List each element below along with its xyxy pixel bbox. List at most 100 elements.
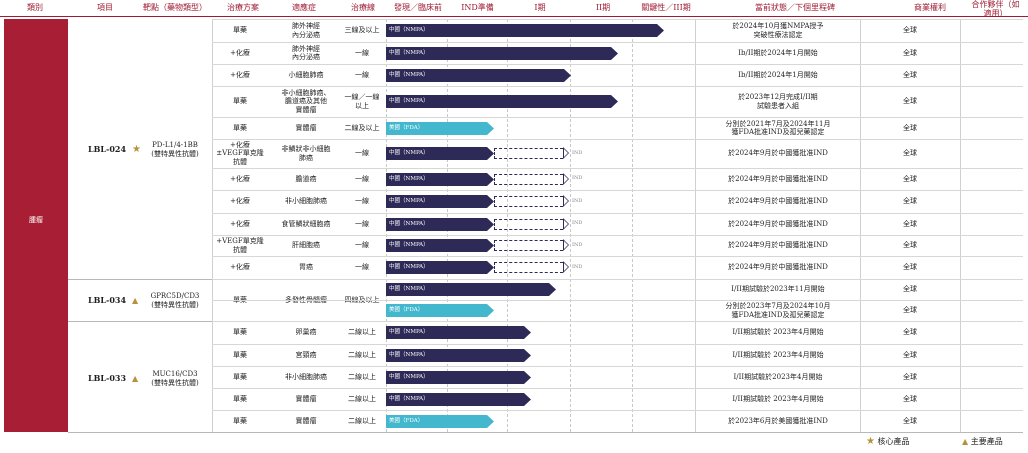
status-cell: 於2024年9月於中國獲批准IND xyxy=(728,197,828,206)
header-status: 當前狀態／下個里程碑 xyxy=(755,3,835,12)
planned-trial-dashed-bar xyxy=(494,196,563,207)
row-divider xyxy=(212,235,1023,236)
planned-trial-arrow-icon xyxy=(563,147,569,159)
row-divider xyxy=(212,117,1023,118)
indication-cell: 非小細胞肺癌、 膽道癌及其他 實體瘤 xyxy=(281,88,331,114)
line-cell: 一線 xyxy=(355,197,369,206)
target-name: MUC16/CD3 xyxy=(152,370,198,378)
planned-marker: IND xyxy=(572,175,583,181)
indication-cell: 非小細胞肺癌 xyxy=(285,372,327,381)
china-nmpa-progress-bar: 中國（NMPA） xyxy=(386,283,556,296)
planned-marker: IND xyxy=(572,220,583,226)
target-name: PD-L1/4-1BB xyxy=(152,141,198,149)
row-divider xyxy=(212,86,1023,87)
indication-cell: 肺外神經 內分泌癌 xyxy=(292,22,320,39)
china-nmpa-progress-bar: 中國（NMPA） xyxy=(386,47,618,60)
planned-trial-dashed-bar xyxy=(494,148,563,159)
status-cell: 於2023年12月完成I/II期 試驗患者入組 xyxy=(738,93,818,110)
indication-cell: 小細胞肺癌 xyxy=(288,70,324,79)
china-nmpa-progress-bar: 中國（NMPA） xyxy=(386,326,531,339)
planned-trial-dashed-bar xyxy=(494,240,563,251)
regimen-cell: 單藥 xyxy=(233,328,247,337)
rights-cell: 全球 xyxy=(903,241,917,250)
china-nmpa-progress-bar: 中國（NMPA） xyxy=(386,95,618,108)
rights-cell: 全球 xyxy=(903,174,917,183)
core-product-star-icon: ★ xyxy=(866,436,875,447)
china-nmpa-progress-bar: 中國（NMPA） xyxy=(386,69,571,82)
us-fda-progress-bar: 美國（FDA） xyxy=(386,304,494,317)
target-type: (雙特異性抗體) xyxy=(151,378,199,387)
status-cell: I/II期試驗於 2023年4月開始 xyxy=(732,394,824,403)
regimen-cell: 單藥 xyxy=(233,394,247,403)
line-cell: 一線 xyxy=(355,48,369,57)
rights-cell: 全球 xyxy=(903,48,917,57)
indication-cell: 實體瘤 xyxy=(295,416,317,425)
regimen-cell: +化療 ±VEGF單克隆 抗體 xyxy=(216,140,264,166)
regimen-cell: 單藥 xyxy=(233,97,247,106)
row-divider xyxy=(212,190,1023,191)
regimen-cell: +化療 xyxy=(230,263,250,272)
status-cell: Ib/II期於2024年1月開始 xyxy=(738,70,818,79)
regimen-cell: +化療 xyxy=(230,70,250,79)
header-rights: 商業權利 xyxy=(914,3,946,12)
legend-key-label: 主要產品 xyxy=(970,437,1003,446)
header-line: 治療線 xyxy=(351,3,375,12)
stage-divider xyxy=(632,19,633,432)
status-cell: 分別於2021年7月及2024年11月 獲FDA批准IND及孤兒藥認定 xyxy=(725,119,831,137)
line-cell: 一線 xyxy=(355,241,369,250)
project-lbl-033[interactable]: LBL-033 ▲ xyxy=(88,371,138,385)
key-product-triangle-icon: ▲ xyxy=(962,437,969,446)
planned-trial-dashed-bar xyxy=(494,219,563,230)
legend-key: ▲ 主要產品 xyxy=(962,436,1003,447)
table-header: 類別 項目 靶點（藥物類型） 治療方案 適應症 治療線 發現／臨床前 IND準備… xyxy=(0,0,1028,18)
indication-cell: 實體瘤 xyxy=(295,394,317,403)
line-cell: 一線 xyxy=(355,219,369,228)
planned-marker: IND xyxy=(572,198,583,204)
indication-cell: 卵巢癌 xyxy=(295,328,317,337)
line-cell: 二線以上 xyxy=(348,416,376,425)
regimen-cell: 單藥 xyxy=(233,350,247,359)
col-divider xyxy=(860,19,861,432)
regimen-cell: +化療 xyxy=(230,174,250,183)
header-discovery: 發現／臨床前 xyxy=(394,3,442,12)
core-product-star-icon: ★ xyxy=(132,143,141,155)
us-fda-progress-bar: 美國（FDA） xyxy=(386,122,494,135)
row-divider xyxy=(212,321,1023,322)
line-cell: 二線以上 xyxy=(348,372,376,381)
row-divider xyxy=(212,168,1023,169)
planned-trial-arrow-icon xyxy=(563,261,569,273)
planned-marker: IND xyxy=(572,150,583,156)
status-cell: 於2024年9月於中國獲批准IND xyxy=(728,241,828,250)
row-divider xyxy=(212,388,1023,389)
china-nmpa-progress-bar: 中國（NMPA） xyxy=(386,218,494,231)
regimen-cell: 單藥 xyxy=(233,26,247,35)
header-partner: 合作夥伴（如適用） xyxy=(971,0,1020,18)
stage-divider xyxy=(507,19,508,432)
row-divider xyxy=(212,42,1023,43)
header-indication: 適應症 xyxy=(292,3,316,12)
line-cell: 一線 xyxy=(355,149,369,158)
project-lbl-024[interactable]: LBL-024 ★ xyxy=(88,142,141,156)
rights-cell: 全球 xyxy=(903,285,917,294)
line-cell: 二線以上 xyxy=(348,350,376,359)
line-cell: 一線 xyxy=(355,263,369,272)
key-product-triangle-icon: ▲ xyxy=(132,295,139,305)
line-cell: 二線以上 xyxy=(348,394,376,403)
china-nmpa-progress-bar: 中國（NMPA） xyxy=(386,24,664,37)
key-product-triangle-icon: ▲ xyxy=(132,373,139,383)
indication-cell: 膽道癌 xyxy=(295,174,317,183)
rights-cell: 全球 xyxy=(903,263,917,272)
header-project: 項目 xyxy=(97,3,113,12)
rights-cell: 全球 xyxy=(903,70,917,79)
status-cell: 於2024年9月於中國獲批准IND xyxy=(728,219,828,228)
indication-cell: 肺外神經 內分泌癌 xyxy=(292,44,320,62)
project-lbl-034[interactable]: LBL-034 ▲ xyxy=(88,293,138,307)
row-divider xyxy=(212,256,1023,257)
status-cell: 分別於2023年7月及2024年10月 獲FDA批准IND及孤兒藥認定 xyxy=(725,302,831,319)
china-nmpa-progress-bar: 中國（NMPA） xyxy=(386,147,494,160)
header-ind: IND準備 xyxy=(461,3,494,12)
header-phase1: I期 xyxy=(534,3,546,12)
china-nmpa-progress-bar: 中國（NMPA） xyxy=(386,393,531,406)
target-lbl-024: PD-L1/4-1BB (雙特異性抗體) xyxy=(140,141,210,158)
status-cell: I/II期試驗於 2023年4月開始 xyxy=(732,350,824,359)
